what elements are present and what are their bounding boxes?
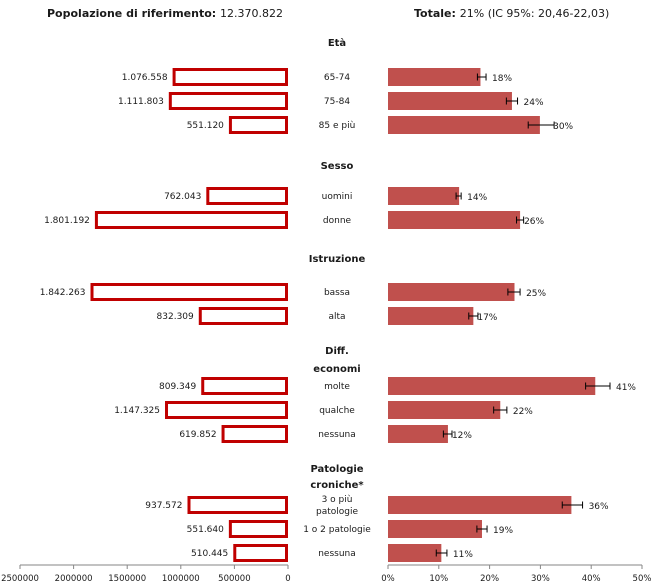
population-bar xyxy=(206,187,288,205)
left-chart-title: Popolazione di riferimento: 12.370.822 xyxy=(47,7,283,20)
prevalence-bar xyxy=(388,425,448,443)
prevalence-bar xyxy=(388,520,482,538)
prevalence-label: 26% xyxy=(524,217,544,227)
right-x-tick-label: 50% xyxy=(633,574,652,584)
population-bar xyxy=(168,92,288,110)
population-label: 1.801.192 xyxy=(44,216,90,226)
category-label: uomini xyxy=(322,192,353,202)
right-x-tick-label: 0% xyxy=(381,574,395,584)
group-header: Sesso xyxy=(321,161,354,172)
right-x-tick-label: 10% xyxy=(429,574,448,584)
category-label: nessuna xyxy=(318,549,356,559)
left-x-tick-label: 2000000 xyxy=(55,574,93,584)
category-label: 3 o più xyxy=(322,495,353,505)
population-label: 832.309 xyxy=(157,312,194,322)
prevalence-bar xyxy=(388,211,521,229)
prevalence-bar xyxy=(388,283,515,301)
population-bar xyxy=(221,425,288,443)
prevalence-label: 12% xyxy=(452,431,472,441)
population-bar xyxy=(90,283,289,301)
prevalence-label: 19% xyxy=(493,526,513,536)
prevalence-label: 14% xyxy=(467,193,487,203)
prevalence-label: 22% xyxy=(513,407,533,417)
group-header: Patologie xyxy=(310,464,363,475)
right-x-tick-label: 30% xyxy=(531,574,550,584)
prevalence-label: 25% xyxy=(526,289,546,299)
population-bar xyxy=(94,211,288,229)
population-bar xyxy=(201,377,289,395)
population-bar xyxy=(233,544,288,562)
prevalence-label: 24% xyxy=(524,98,544,108)
category-label: 1 o 2 patologie xyxy=(303,525,371,535)
prevalence-label: 17% xyxy=(477,313,497,323)
population-bar xyxy=(228,520,289,538)
category-label: 75-84 xyxy=(324,97,350,107)
category-label: bassa xyxy=(324,288,350,298)
population-bar xyxy=(165,401,288,419)
group-header: Istruzione xyxy=(309,254,366,265)
category-label: 85 e più xyxy=(319,121,356,131)
left-x-tick-label: 0 xyxy=(285,574,290,584)
population-bar xyxy=(172,68,289,86)
prevalence-label: 41% xyxy=(616,383,636,393)
category-label: donne xyxy=(323,216,352,226)
population-label: 1.842.263 xyxy=(40,288,86,298)
population-label: 551.640 xyxy=(187,525,224,535)
category-label: molte xyxy=(324,382,350,392)
right-x-tick-label: 40% xyxy=(582,574,601,584)
population-label: 510.445 xyxy=(191,549,228,559)
prevalence-bar xyxy=(388,377,596,395)
population-label: 1.147.325 xyxy=(114,406,160,416)
group-header: Diff. xyxy=(325,346,349,357)
left-x-tick-label: 500000 xyxy=(218,574,250,584)
right-chart-title: Totale: 21% (IC 95%: 20,46-22,03) xyxy=(414,7,609,20)
category-label: nessuna xyxy=(318,430,356,440)
prevalence-bar xyxy=(388,307,474,325)
population-label: 619.852 xyxy=(179,430,216,440)
population-label: 1.111.803 xyxy=(118,97,164,107)
population-label: 1.076.558 xyxy=(122,73,168,83)
group-header: Età xyxy=(328,37,346,49)
population-bar xyxy=(198,307,288,325)
category-label: alta xyxy=(328,312,345,322)
prevalence-label: 30% xyxy=(553,122,573,132)
prevalence-label: 11% xyxy=(453,550,473,560)
population-bar xyxy=(187,496,288,514)
prevalence-bar xyxy=(388,116,540,134)
left-x-tick-label: 1500000 xyxy=(108,574,146,584)
population-bar xyxy=(228,116,288,134)
prevalence-bar xyxy=(388,401,501,419)
category-label: 65-74 xyxy=(324,73,350,83)
left-x-tick-label: 1000000 xyxy=(162,574,200,584)
population-label: 937.572 xyxy=(145,501,182,511)
prevalence-label: 36% xyxy=(589,502,609,512)
prevalence-bar xyxy=(388,496,572,514)
group-header: economi xyxy=(313,364,360,375)
prevalence-label: 18% xyxy=(492,74,512,84)
population-label: 809.349 xyxy=(159,382,196,392)
right-x-tick-label: 20% xyxy=(480,574,499,584)
category-label: patologie xyxy=(316,507,358,517)
prevalence-bar xyxy=(388,92,512,110)
group-header: croniche* xyxy=(310,480,364,491)
prevalence-bar xyxy=(388,544,442,562)
prevalence-bar xyxy=(388,187,460,205)
population-label: 762.043 xyxy=(164,192,201,202)
category-label: qualche xyxy=(319,406,355,416)
left-x-tick-label: 2500000 xyxy=(1,574,39,584)
population-label: 551.120 xyxy=(187,121,224,131)
prevalence-bar xyxy=(388,68,481,86)
